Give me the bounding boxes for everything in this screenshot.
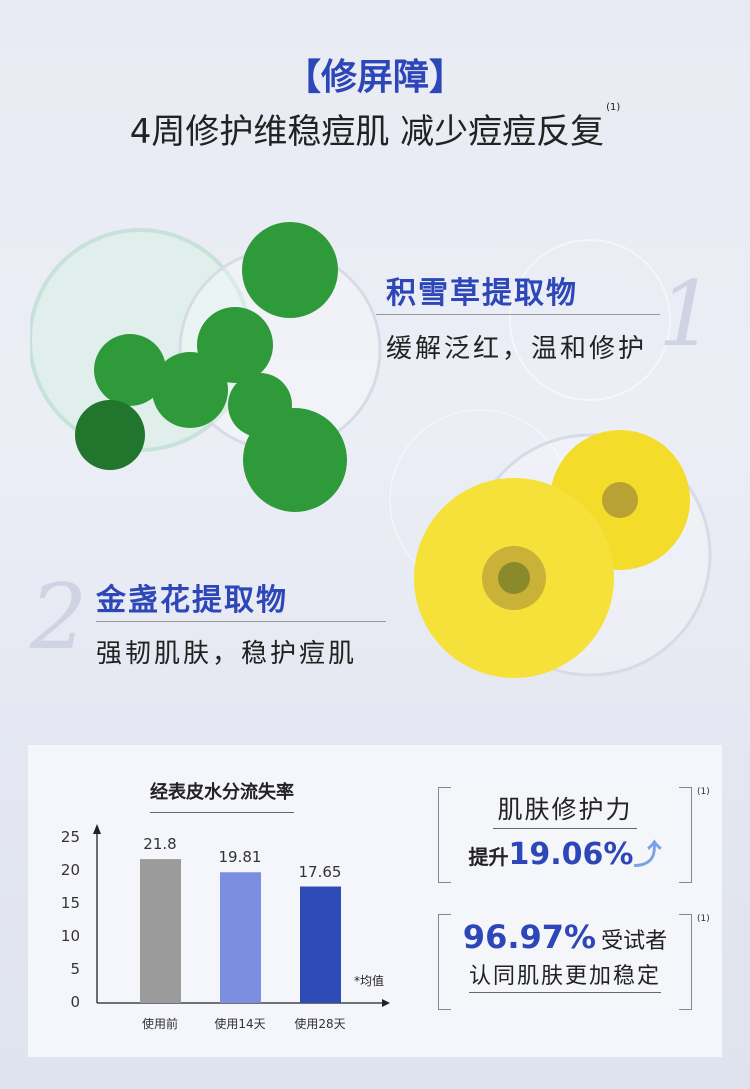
bar-chart: [93, 824, 390, 1007]
ingredient-name: 积雪草提取物: [386, 276, 578, 311]
ingredient-name: 金盏花提取物: [96, 583, 288, 618]
ingredient-desc: 强韧肌肤，稳护痘肌: [96, 639, 358, 669]
y-tick-label: 0: [70, 993, 80, 1011]
x-axis-arrow-icon: [382, 999, 390, 1007]
stat-value: 96.97%: [462, 918, 597, 956]
y-tick-label: 25: [60, 828, 80, 846]
stat-value: 19.06%: [508, 837, 634, 872]
stat-text: 认同肌肤更加稳定: [468, 958, 661, 993]
ripple: [509, 239, 671, 401]
divider: [376, 314, 660, 315]
stat-prefix: 提升: [468, 845, 509, 869]
data-label: 19.81: [218, 848, 262, 867]
bar: [220, 872, 261, 1003]
bar: [140, 859, 181, 1003]
centella-leaves-icon: [75, 222, 347, 512]
footnote-mark: (1): [697, 787, 710, 797]
divider: [96, 621, 386, 622]
stat-content: 肌肤修护力 提升19.06%⤴: [438, 790, 692, 873]
stat-content: 96.97% 受试者 认同肌肤更加稳定: [438, 918, 692, 993]
x-tick-label: 使用14天: [214, 1017, 266, 1031]
stat-title: 肌肤修护力: [493, 790, 637, 829]
stat-suffix: 受试者: [601, 929, 668, 954]
chart-annotation: *均值: [354, 974, 385, 988]
x-tick-label: 使用前: [141, 1017, 178, 1031]
x-tick-label: 使用28天: [294, 1017, 346, 1031]
data-label: 21.8: [143, 835, 177, 854]
footnote-mark: (1): [697, 914, 710, 924]
ingredient-number: 1: [658, 262, 716, 367]
y-tick-label: 5: [70, 960, 80, 978]
header-subtitle: 4周修护维稳痘肌 减少痘痘反复(1): [0, 102, 750, 153]
footnote-mark: (1): [606, 102, 621, 113]
y-tick-label: 20: [60, 861, 80, 879]
subtitle-text: 4周修护维稳痘肌 减少痘痘反复: [129, 112, 605, 152]
stat-box: [438, 786, 692, 884]
product-illustration: [30, 222, 712, 678]
ingredient-desc: 缓解泛红，温和修护: [386, 334, 648, 364]
y-tick-label: 10: [60, 927, 80, 945]
data-label: 17.65: [298, 862, 342, 881]
y-tick-label: 15: [60, 894, 80, 912]
arrow-up-icon: ⤴: [633, 838, 662, 871]
chart-title: 经表皮水分流失率: [150, 778, 294, 813]
stat-box: [438, 913, 692, 1011]
header-title: 【修屏障】: [284, 57, 465, 98]
bar: [300, 886, 341, 1003]
ingredient-number: 2: [30, 565, 88, 670]
y-axis-arrow-icon: [93, 824, 101, 834]
calendula-flower-icon: [414, 430, 690, 678]
